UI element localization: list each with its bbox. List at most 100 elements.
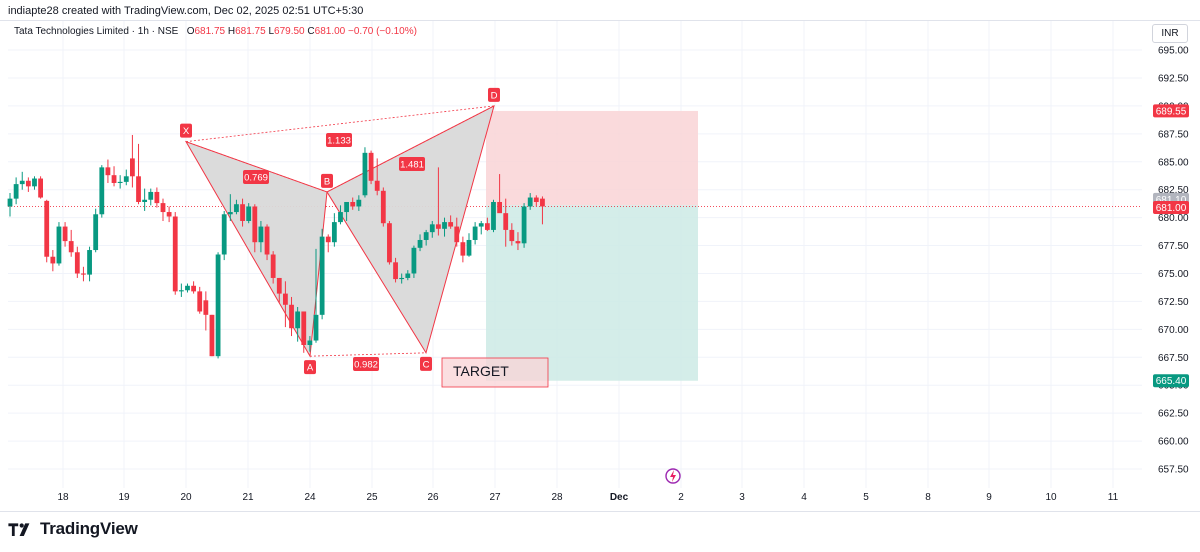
point-label-d: D [488, 87, 500, 102]
time-tick: 27 [489, 492, 501, 503]
candle [172, 212, 178, 295]
candle-body [399, 277, 405, 280]
candle-body [356, 199, 362, 207]
candle [62, 222, 68, 247]
time-tick: 11 [1108, 492, 1119, 503]
candle-body [252, 206, 258, 243]
stop-loss-zone [486, 110, 698, 206]
candle-body [32, 178, 37, 187]
point-label-c-bg [420, 356, 432, 371]
candle-body [362, 152, 368, 196]
price-label-last: 681.00 [1153, 200, 1189, 214]
candle [246, 203, 252, 224]
candle [368, 150, 374, 185]
candle [148, 188, 154, 206]
candle-body [472, 226, 478, 240]
price-tick: 670.00 [1158, 325, 1189, 336]
candle-body [319, 236, 325, 315]
candle-series [7, 134, 545, 359]
candle [405, 270, 411, 281]
open-label: O [186, 26, 195, 37]
candle [503, 198, 509, 247]
candle-body [325, 236, 331, 243]
point-label-a: A [304, 360, 316, 375]
candle [7, 193, 13, 217]
price-tick: 682.50 [1158, 185, 1189, 196]
candle [252, 204, 258, 253]
candle-body [484, 223, 490, 230]
candle-body [160, 203, 166, 213]
candle [276, 277, 282, 303]
price-label-text: 681.10 [1156, 195, 1187, 206]
candle [295, 307, 301, 342]
candle-body [203, 300, 209, 315]
candle [356, 195, 362, 211]
close-label: C [307, 26, 315, 37]
candle-body [68, 241, 74, 253]
time-tick: 21 [242, 492, 254, 503]
candle-body [405, 273, 411, 278]
candle-body [38, 178, 43, 198]
point-label-c-text: C [423, 359, 430, 370]
candle-body [215, 254, 221, 357]
pattern-annotations: X A B C D 0.769 1.481 1.133 0.982 TARGET [180, 87, 549, 388]
symbol-legend: Tata Technologies Limited · 1h · NSE O 68… [14, 26, 417, 37]
candle-body [148, 191, 154, 200]
candle [442, 217, 447, 237]
candle-body [380, 190, 386, 224]
candle-body [93, 214, 99, 251]
candle [399, 273, 405, 284]
candle-body [338, 212, 343, 223]
candle-body [166, 212, 172, 217]
candle [478, 220, 484, 235]
replay-icon[interactable] [665, 468, 681, 484]
candle [344, 201, 349, 221]
time-tick: Dec [610, 492, 629, 503]
candle-body [197, 291, 203, 312]
change-value: −0.70 (−0.10%) [348, 26, 417, 37]
candle-body [142, 199, 148, 202]
candle [93, 208, 99, 253]
point-label-x: X [180, 123, 192, 138]
candle [319, 228, 325, 320]
high-value: 681.75 [235, 26, 266, 37]
candle-body [111, 175, 117, 183]
price-label-stop: 689.55 [1153, 104, 1189, 118]
candle-body [436, 224, 441, 229]
candle [387, 220, 392, 265]
currency-badge[interactable]: INR [1152, 24, 1188, 43]
candle-body [521, 206, 527, 244]
time-tick: 28 [551, 492, 563, 503]
candle-body [123, 176, 129, 182]
point-label-b: B [321, 173, 333, 188]
candle [466, 233, 472, 257]
candle [307, 336, 313, 352]
candle-body [172, 216, 178, 292]
time-tick: 26 [427, 492, 439, 503]
candle-body [13, 184, 19, 199]
candle-body [350, 201, 356, 207]
candle [111, 166, 117, 187]
price-label-bg [1153, 374, 1189, 388]
candle [429, 220, 435, 238]
candle [234, 199, 239, 215]
candle-body [393, 262, 398, 280]
point-label-b-text: B [324, 176, 330, 187]
ratio-label-bg [399, 157, 425, 171]
candle [130, 134, 135, 188]
candle [227, 194, 233, 221]
point-label-x-text: X [183, 126, 190, 137]
candle [270, 251, 276, 284]
ratio-label-text: 1.133 [327, 136, 351, 147]
chart-caption: indiapte28 created with TradingView.com,… [8, 5, 364, 17]
price-tick: 662.50 [1158, 409, 1189, 420]
chart-pane[interactable] [0, 20, 1200, 512]
xb-ratio-line [185, 141, 328, 193]
candle [19, 171, 25, 190]
candle-body [509, 229, 515, 242]
symbol-title: Tata Technologies Limited · 1h · NSE [14, 26, 179, 37]
time-tick: 5 [863, 492, 869, 503]
candle-body [56, 226, 62, 264]
candle-body [240, 204, 245, 221]
